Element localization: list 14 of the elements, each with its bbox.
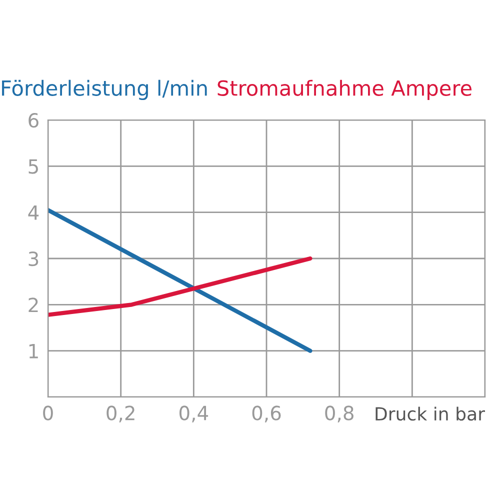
x-tick-label: 0,2: [106, 406, 134, 422]
x-tick-label: 0: [43, 406, 53, 420]
text: Förderleistung l/min: [2, 80, 207, 100]
x-tick-label: 0,8: [325, 406, 354, 422]
x-tick-label: 0,4: [179, 406, 208, 422]
y-tick-label: 2: [28, 298, 38, 312]
y-tick-label: 4: [28, 206, 39, 220]
y-tick-label: 5: [28, 159, 38, 174]
y-tick-label: 3: [28, 251, 38, 266]
x-tick-label: 0,6: [252, 406, 281, 422]
y-tick-label: 6: [28, 112, 38, 128]
x-axis-title: Druck in bar: [376, 406, 486, 421]
y-tick-label: 1: [29, 344, 38, 358]
text: Stromaufnahme Ampere: [218, 80, 472, 100]
